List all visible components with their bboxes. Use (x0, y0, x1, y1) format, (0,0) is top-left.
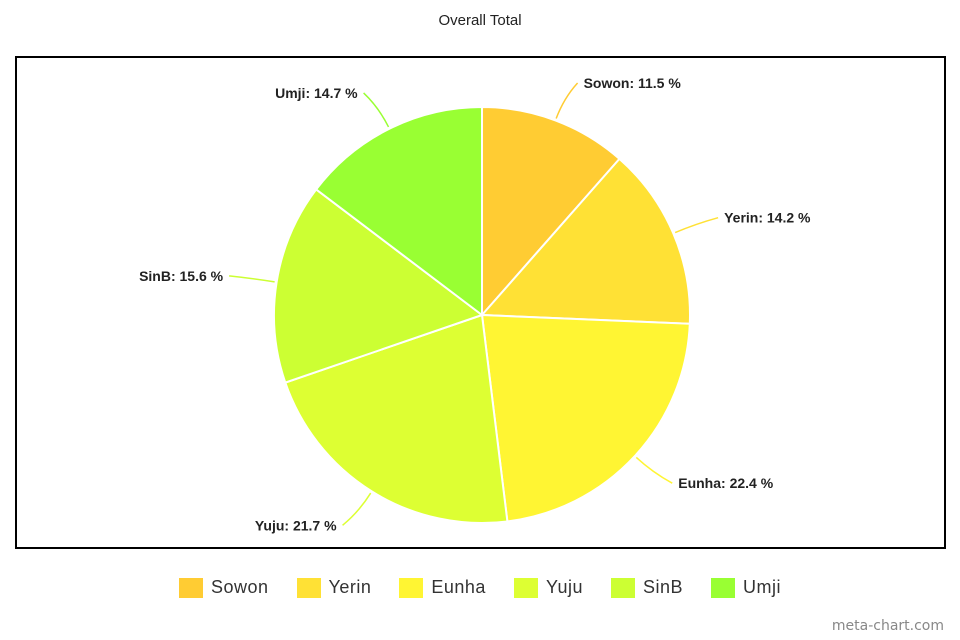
watermark: meta-chart.com (831, 618, 944, 634)
legend-item-umji[interactable]: Umji (711, 577, 781, 598)
legend-swatch-yuju (513, 577, 538, 598)
pie-slice-yuju[interactable] (284, 313, 509, 524)
leader-line-umji (363, 92, 390, 128)
legend-label-sinb: SinB (643, 577, 684, 597)
legend-label-eunha: Eunha (431, 577, 486, 597)
data-label-sinb: SinB: 15.6 % (139, 268, 224, 284)
leader-line-eunha (635, 456, 673, 484)
leader-line-yerin (674, 216, 719, 234)
leader-line-sowon (555, 82, 579, 119)
legend-label-yuju: Yuju (545, 577, 583, 597)
legend-swatch-umji (711, 577, 736, 598)
data-label-yuju: Yuju: 21.7 % (255, 517, 337, 533)
leader-lines (229, 82, 719, 526)
legend-label-sowon: Sowon (210, 577, 269, 597)
data-label-sowon: Sowon: 11.5 % (584, 75, 682, 91)
legend-swatch-sinb (611, 577, 635, 598)
legend-swatch-yerin (296, 577, 321, 598)
legend-swatch-eunha (399, 577, 424, 598)
data-label-yerin: Yerin: 14.2 % (724, 210, 811, 226)
chart-title: Overall Total (438, 12, 522, 29)
pie-slice-sowon[interactable] (481, 105, 621, 318)
legend-item-yuju[interactable]: Yuju (513, 577, 583, 598)
legend-label-yerin: Yerin (328, 577, 372, 597)
legend-item-sinb[interactable]: SinB (611, 577, 683, 598)
pie-slice-sinb[interactable] (273, 188, 485, 384)
data-label-eunha: Eunha: 22.4 % (678, 475, 773, 491)
legend-swatch-sowon (178, 577, 203, 598)
leader-line-sinb (229, 275, 275, 283)
legend-item-sowon[interactable]: Sowon (178, 577, 269, 598)
pie-slices (273, 105, 691, 524)
leader-line-yuju (342, 492, 372, 526)
slice-labels: Sowon: 11.5 % Yerin: 14.2 % Eunha: 22.4 % Y… (139, 75, 811, 533)
legend-item-yerin[interactable]: Yerin (296, 577, 372, 598)
legend-item-eunha[interactable]: Eunha (399, 577, 486, 598)
pie-chart: Sowon: 11.5 % Yerin: 14.2 % Eunha: 22.4 % Y… (139, 75, 811, 533)
legend: Sowon Yerin Eunha Yuju SinB Umji (0, 577, 960, 598)
pie-slice-eunha[interactable] (480, 313, 691, 523)
legend-label-umji: Umji (743, 577, 782, 597)
pie-slice-umji[interactable] (314, 105, 483, 318)
data-label-umji: Umji: 14.7 % (275, 85, 358, 101)
plot-frame: Sowon: 11.5 % Yerin: 14.2 % Eunha: 22.4 % Y… (15, 56, 946, 549)
pie-slice-yerin[interactable] (479, 157, 691, 325)
